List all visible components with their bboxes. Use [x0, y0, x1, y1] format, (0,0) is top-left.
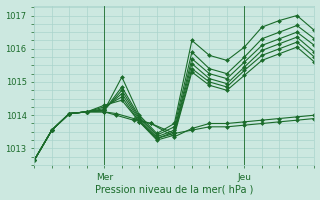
X-axis label: Pression niveau de la mer( hPa ): Pression niveau de la mer( hPa ) — [95, 184, 253, 194]
